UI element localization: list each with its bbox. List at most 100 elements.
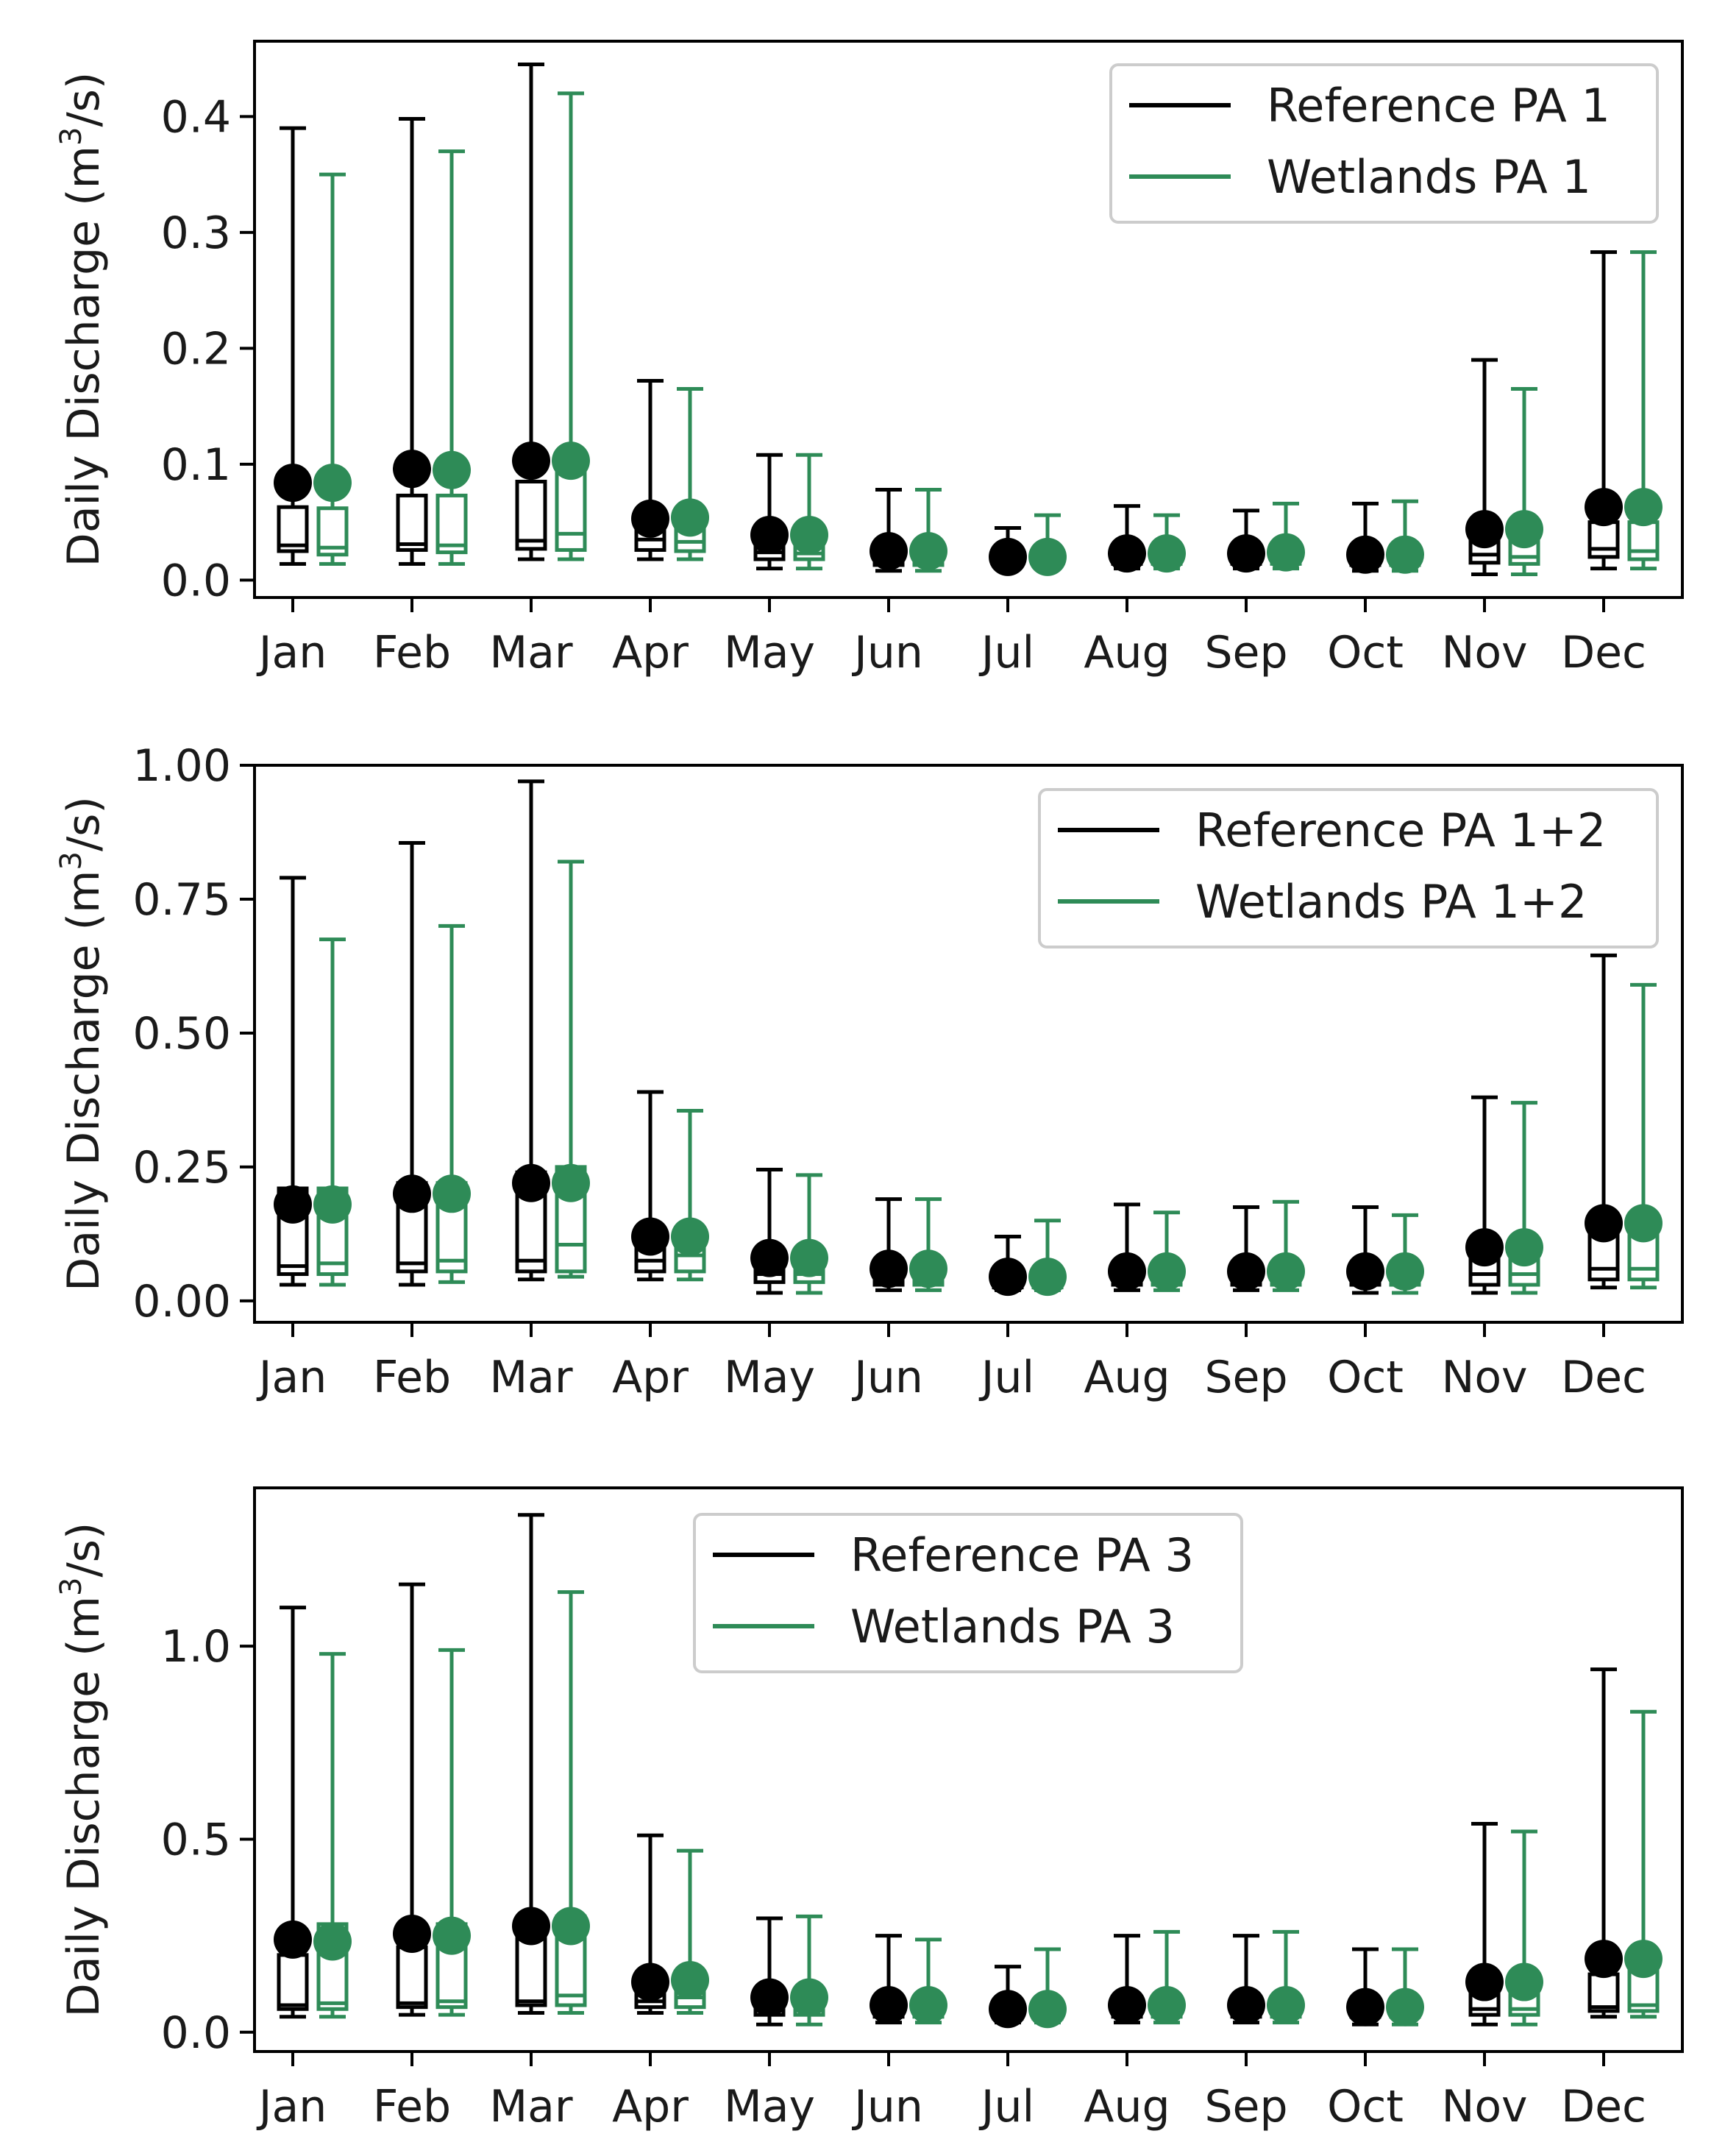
box-jul [1028, 513, 1067, 576]
mean-point [1346, 1252, 1384, 1291]
x-tick-label-may: May [724, 2081, 815, 2132]
box-iqr [1627, 520, 1660, 561]
y-axis-title: Daily Discharge (m3/s) [54, 796, 110, 1291]
mean-point [1465, 510, 1504, 549]
box-apr [671, 1108, 709, 1282]
mean-point [1267, 1986, 1305, 2025]
box-jan [274, 1606, 312, 2019]
mean-point [1346, 535, 1384, 574]
y-tick-label: 0.4 [161, 91, 231, 143]
mean-point [909, 532, 947, 570]
box-dec [1585, 250, 1623, 571]
y-tick-label: 1.00 [132, 740, 231, 792]
box-feb [433, 923, 471, 1284]
box-sep [1227, 508, 1265, 573]
box-aug [1148, 1929, 1186, 2025]
mean-point [671, 1217, 709, 1256]
mean-point [1585, 488, 1623, 527]
y-tick-label: 0.2 [161, 323, 231, 375]
box-oct [1346, 501, 1384, 574]
x-tick-label-nov: Nov [1441, 2081, 1527, 2132]
mean-point [1148, 534, 1186, 573]
mean-point [1227, 1252, 1265, 1291]
x-tick-label-mar: Mar [489, 1352, 573, 1403]
x-tick-label-feb: Feb [373, 2081, 451, 2132]
box-jun [909, 488, 947, 573]
mean-point [790, 1978, 828, 2017]
box-dec [1585, 1667, 1623, 2019]
mean-point [1465, 1962, 1504, 2001]
mean-point [671, 1960, 709, 1999]
y-tick-label: 0.5 [161, 1814, 231, 1865]
box-nov [1465, 1095, 1504, 1295]
box-jul [1028, 1947, 1067, 2029]
mean-point [274, 1185, 312, 1224]
box-aug [1148, 513, 1186, 573]
x-tick-label-mar: Mar [489, 2081, 573, 2132]
mean-point [393, 450, 431, 489]
box-oct [1346, 1205, 1384, 1295]
mean-point [1267, 1252, 1305, 1291]
box-nov [1465, 1821, 1504, 2026]
box-may [750, 1916, 789, 2026]
chart-panel-2: 0.00 0.25 0.50 0.75 1.00 Jan Feb Mar Apr May Jun Ju… [54, 740, 1684, 1403]
box-aug [1108, 1202, 1146, 1292]
legend-label-wetlands: Wetlands PA 1 [1267, 150, 1591, 204]
y-tick-label: 1.0 [161, 1621, 231, 1673]
mean-point [552, 1907, 590, 1946]
legend: Reference PA 1+2 Wetlands PA 1+2 [1038, 788, 1659, 948]
box-iqr [396, 1945, 428, 2010]
box-feb [393, 1582, 431, 2017]
y-tick-label: 0.3 [161, 208, 231, 259]
mean-point [1108, 1252, 1146, 1291]
mean-point [512, 1163, 550, 1202]
box-nov [1505, 1101, 1543, 1295]
x-tick-label-dec: Dec [1561, 627, 1646, 678]
box-aug [1148, 1210, 1186, 1292]
x-tick-label-oct: Oct [1327, 2081, 1404, 2132]
y-tick-label: 0.1 [161, 439, 231, 491]
y-tick-label: 0.00 [132, 1276, 231, 1327]
box-jul [1028, 1219, 1067, 1297]
mean-point [1505, 1962, 1543, 2001]
box-jul [989, 1235, 1027, 1297]
x-tick-label-jul: Jul [978, 2081, 1034, 2132]
x-tick-label-jan: Jan [256, 2081, 327, 2132]
box-mar [552, 859, 590, 1279]
box-oct [1386, 1213, 1424, 1295]
mean-point [313, 1185, 352, 1224]
box-iqr [277, 1953, 309, 2011]
legend-label-reference: Reference PA 3 [850, 1528, 1194, 1582]
box-feb [433, 149, 471, 566]
box-jul [989, 1965, 1027, 2029]
mean-point [1624, 1204, 1663, 1243]
x-tick-label-jun: Jun [851, 1352, 923, 1403]
box-jun [870, 1934, 908, 2025]
mean-point [393, 1174, 431, 1213]
x-tick-label-may: May [724, 627, 815, 678]
x-tick-label-oct: Oct [1327, 1352, 1404, 1403]
box-feb [433, 1648, 471, 2017]
x-tick-label-may: May [724, 1352, 815, 1403]
box-mar [512, 1513, 550, 2015]
mean-point [631, 1962, 669, 2001]
x-tick-label-aug: Aug [1084, 2081, 1170, 2132]
plot-frame [253, 764, 1684, 1324]
mean-point [552, 442, 590, 481]
box-nov [1505, 1829, 1543, 2026]
box-sep [1267, 1199, 1305, 1292]
y-axis-title: Daily Discharge (m3/s) [54, 72, 110, 567]
mean-point [1148, 1986, 1186, 2025]
mean-point [1108, 1986, 1146, 2025]
x-tick-label-jul: Jul [978, 1352, 1034, 1403]
box-sep [1227, 1934, 1265, 2025]
box-jul [989, 526, 1027, 576]
legend-box [1109, 63, 1659, 224]
box-oct [1386, 1947, 1424, 2026]
x-tick-label-apr: Apr [612, 2081, 689, 2132]
mean-point [1028, 537, 1067, 576]
mean-point [433, 1916, 471, 1955]
box-may [750, 453, 789, 571]
x-tick-label-mar: Mar [489, 627, 573, 678]
box-jan [274, 876, 312, 1287]
